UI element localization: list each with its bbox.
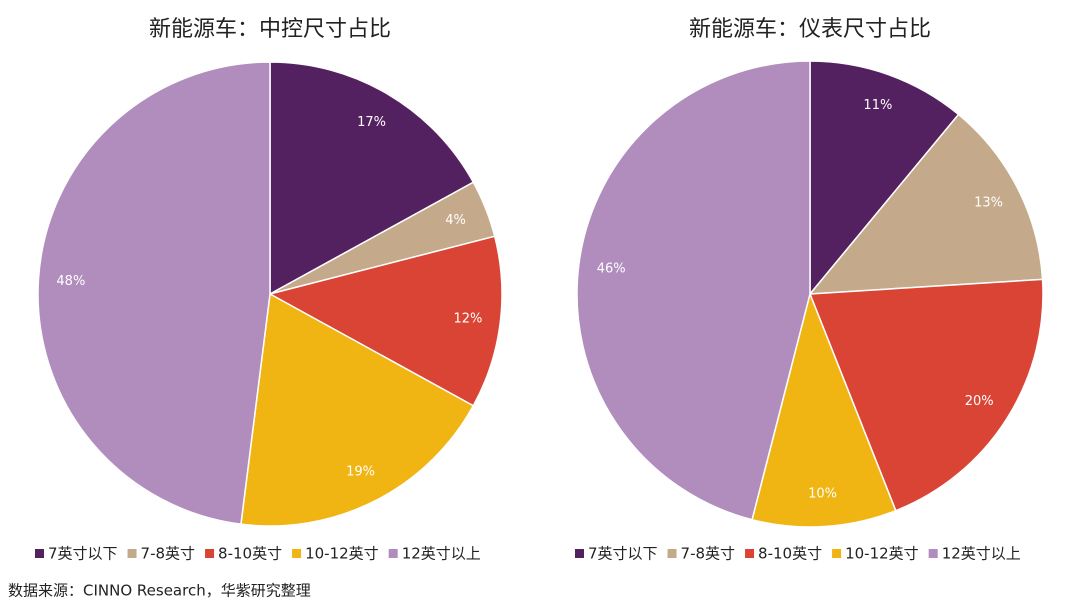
chart-title: 新能源车：中控尺寸占比 — [149, 17, 391, 42]
data-label: 12% — [453, 312, 482, 327]
legend-swatch — [745, 549, 755, 558]
data-label: 4% — [445, 213, 466, 228]
data-label: 46% — [597, 261, 626, 276]
chart-title: 新能源车：仪表尺寸占比 — [689, 17, 931, 42]
data-label: 19% — [346, 464, 375, 479]
legend-label: 7英寸以下 — [588, 545, 658, 563]
legend-swatch — [928, 549, 938, 558]
legend-label: 12英寸以上 — [942, 545, 1021, 563]
legend-swatch — [832, 549, 842, 558]
data-label: 11% — [863, 98, 892, 113]
legend-label: 12英寸以上 — [402, 545, 481, 563]
data-label: 20% — [965, 394, 994, 409]
legend-swatch — [127, 549, 137, 558]
legend-label: 7英寸以下 — [48, 545, 118, 563]
pie-slice — [809, 60, 960, 297]
legend-swatch — [388, 549, 398, 558]
data-label: 48% — [56, 274, 85, 289]
pie-slice — [808, 113, 1044, 295]
legend-swatch — [292, 549, 302, 558]
pie-slice — [808, 278, 1044, 512]
data-label: 17% — [357, 115, 386, 130]
legend-label: 7-8英寸 — [681, 545, 736, 563]
pie-slice — [267, 235, 503, 407]
legend-label: 7-8英寸 — [141, 545, 196, 563]
data-label: 13% — [974, 196, 1003, 211]
pie-slice — [576, 60, 811, 521]
pie-slice — [751, 291, 897, 528]
legend-label: 8-10英寸 — [218, 545, 282, 563]
legend-swatch — [667, 549, 677, 558]
legend-swatch — [35, 549, 44, 558]
source-note: 数据来源：CINNO Research，华紫研究整理 — [8, 582, 311, 600]
pie-slice — [240, 292, 475, 527]
pie-slice — [269, 61, 475, 296]
legend-label: 10-12英寸 — [845, 545, 919, 563]
legend-label: 8-10英寸 — [758, 545, 822, 563]
legend-swatch — [205, 549, 215, 558]
pie-slice — [37, 61, 271, 526]
legend-swatch — [575, 549, 584, 558]
legend-label: 10-12英寸 — [305, 545, 379, 563]
data-label: 10% — [808, 486, 837, 501]
